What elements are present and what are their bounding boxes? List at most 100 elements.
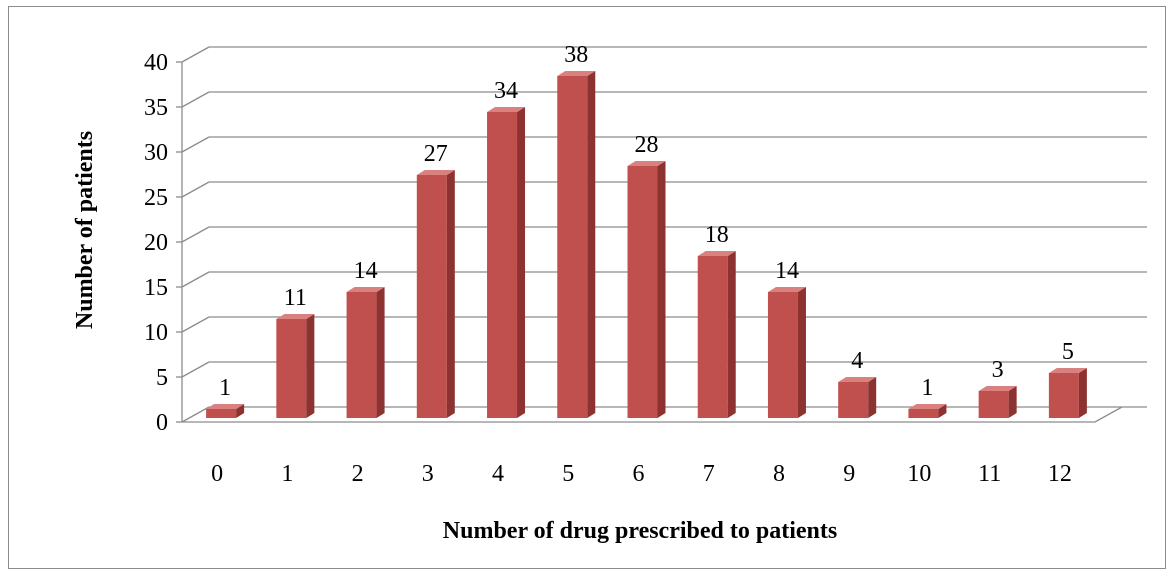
bar-side <box>1008 386 1017 418</box>
bar-top <box>487 107 526 112</box>
bar-top <box>838 377 877 382</box>
bar-front <box>978 391 1009 418</box>
data-label: 3 <box>992 357 1004 383</box>
data-label: 14 <box>775 258 799 284</box>
y-tick-label: 35 <box>144 95 168 121</box>
bar-front <box>627 166 658 418</box>
bar-top <box>346 287 385 292</box>
bar-top <box>1048 368 1087 373</box>
data-label: 38 <box>564 42 588 68</box>
bar-front <box>697 256 728 418</box>
x-tick-label: 12 <box>1048 461 1072 487</box>
bar-10 <box>908 404 947 418</box>
bar-front <box>557 76 588 418</box>
bar-front <box>487 112 518 418</box>
data-label: 27 <box>424 141 448 167</box>
y-tick-label: 10 <box>144 320 168 346</box>
bar-top <box>557 71 596 76</box>
y-tick-label: 20 <box>144 230 168 256</box>
bar-side <box>938 404 947 418</box>
y-tick-label: 30 <box>144 140 168 166</box>
bar-side <box>306 314 315 418</box>
x-tick-label: 11 <box>978 461 1001 487</box>
data-label: 34 <box>494 78 518 104</box>
bar-front <box>1048 373 1079 418</box>
bar-0 <box>206 404 245 418</box>
gridline-depth <box>181 46 210 63</box>
bar-2 <box>346 287 385 418</box>
bar-side <box>587 71 596 418</box>
y-tick-label: 0 <box>156 410 168 436</box>
bar-1 <box>276 314 315 418</box>
bar-side <box>797 287 806 418</box>
x-tick-label: 9 <box>843 461 855 487</box>
floor-edge <box>182 406 1123 423</box>
y-tick-label: 25 <box>144 185 168 211</box>
gridline-depth <box>181 316 210 333</box>
x-tick-label: 7 <box>703 461 715 487</box>
bar-12 <box>1048 368 1087 418</box>
y-tick-label: 15 <box>144 275 168 301</box>
gridline-depth <box>181 226 210 243</box>
gridline-depth <box>181 361 210 378</box>
data-label: 28 <box>635 132 659 158</box>
x-tick-label: 5 <box>562 461 574 487</box>
bar-front <box>346 292 377 418</box>
bar-front <box>416 175 447 418</box>
x-tick-label: 2 <box>352 461 364 487</box>
gridline-depth <box>181 136 210 153</box>
bar-front <box>206 409 237 418</box>
bar-side <box>236 404 245 418</box>
bar-top <box>276 314 315 319</box>
bar-side <box>517 107 526 418</box>
bar-front <box>767 292 798 418</box>
y-tick-label: 5 <box>156 365 168 391</box>
bar-4 <box>487 107 526 418</box>
y-axis-title: Number of patients <box>72 131 98 329</box>
bar-8 <box>767 287 806 418</box>
bars <box>206 71 1087 418</box>
data-label: 4 <box>851 348 863 374</box>
x-tick-label: 1 <box>281 461 293 487</box>
data-label: 1 <box>219 375 231 401</box>
x-tick-label: 4 <box>492 461 504 487</box>
x-tick-label: 0 <box>211 461 223 487</box>
bar-11 <box>978 386 1017 418</box>
gridline-depth <box>181 271 210 288</box>
data-label: 14 <box>354 258 378 284</box>
gridline-depth <box>181 91 210 108</box>
bar-front <box>908 409 939 418</box>
bar-front <box>838 382 869 418</box>
bar-side <box>446 170 455 418</box>
bar-side <box>657 161 666 418</box>
bar-5 <box>557 71 596 418</box>
bar-9 <box>838 377 877 418</box>
bar-top <box>908 404 947 409</box>
data-label: 5 <box>1062 339 1074 365</box>
bar-3 <box>416 170 455 418</box>
bar-top <box>697 251 736 256</box>
x-tick-label: 6 <box>633 461 645 487</box>
bar-top <box>978 386 1017 391</box>
x-tick-label: 3 <box>422 461 434 487</box>
bar-top <box>416 170 455 175</box>
bar-front <box>276 319 307 418</box>
gridline-depth <box>181 181 210 198</box>
bar-top <box>627 161 666 166</box>
gridline-depth <box>181 406 210 423</box>
bar-side <box>376 287 385 418</box>
bar-side <box>868 377 877 418</box>
bar-top <box>206 404 245 409</box>
bar-top <box>767 287 806 292</box>
x-tick-label: 8 <box>773 461 785 487</box>
bar-6 <box>627 161 666 418</box>
y-tick-label: 40 <box>144 50 168 76</box>
bar-side <box>727 251 736 418</box>
data-label: 11 <box>284 285 307 311</box>
bar-side <box>1078 368 1087 418</box>
data-label: 18 <box>705 222 729 248</box>
data-label: 1 <box>921 375 933 401</box>
